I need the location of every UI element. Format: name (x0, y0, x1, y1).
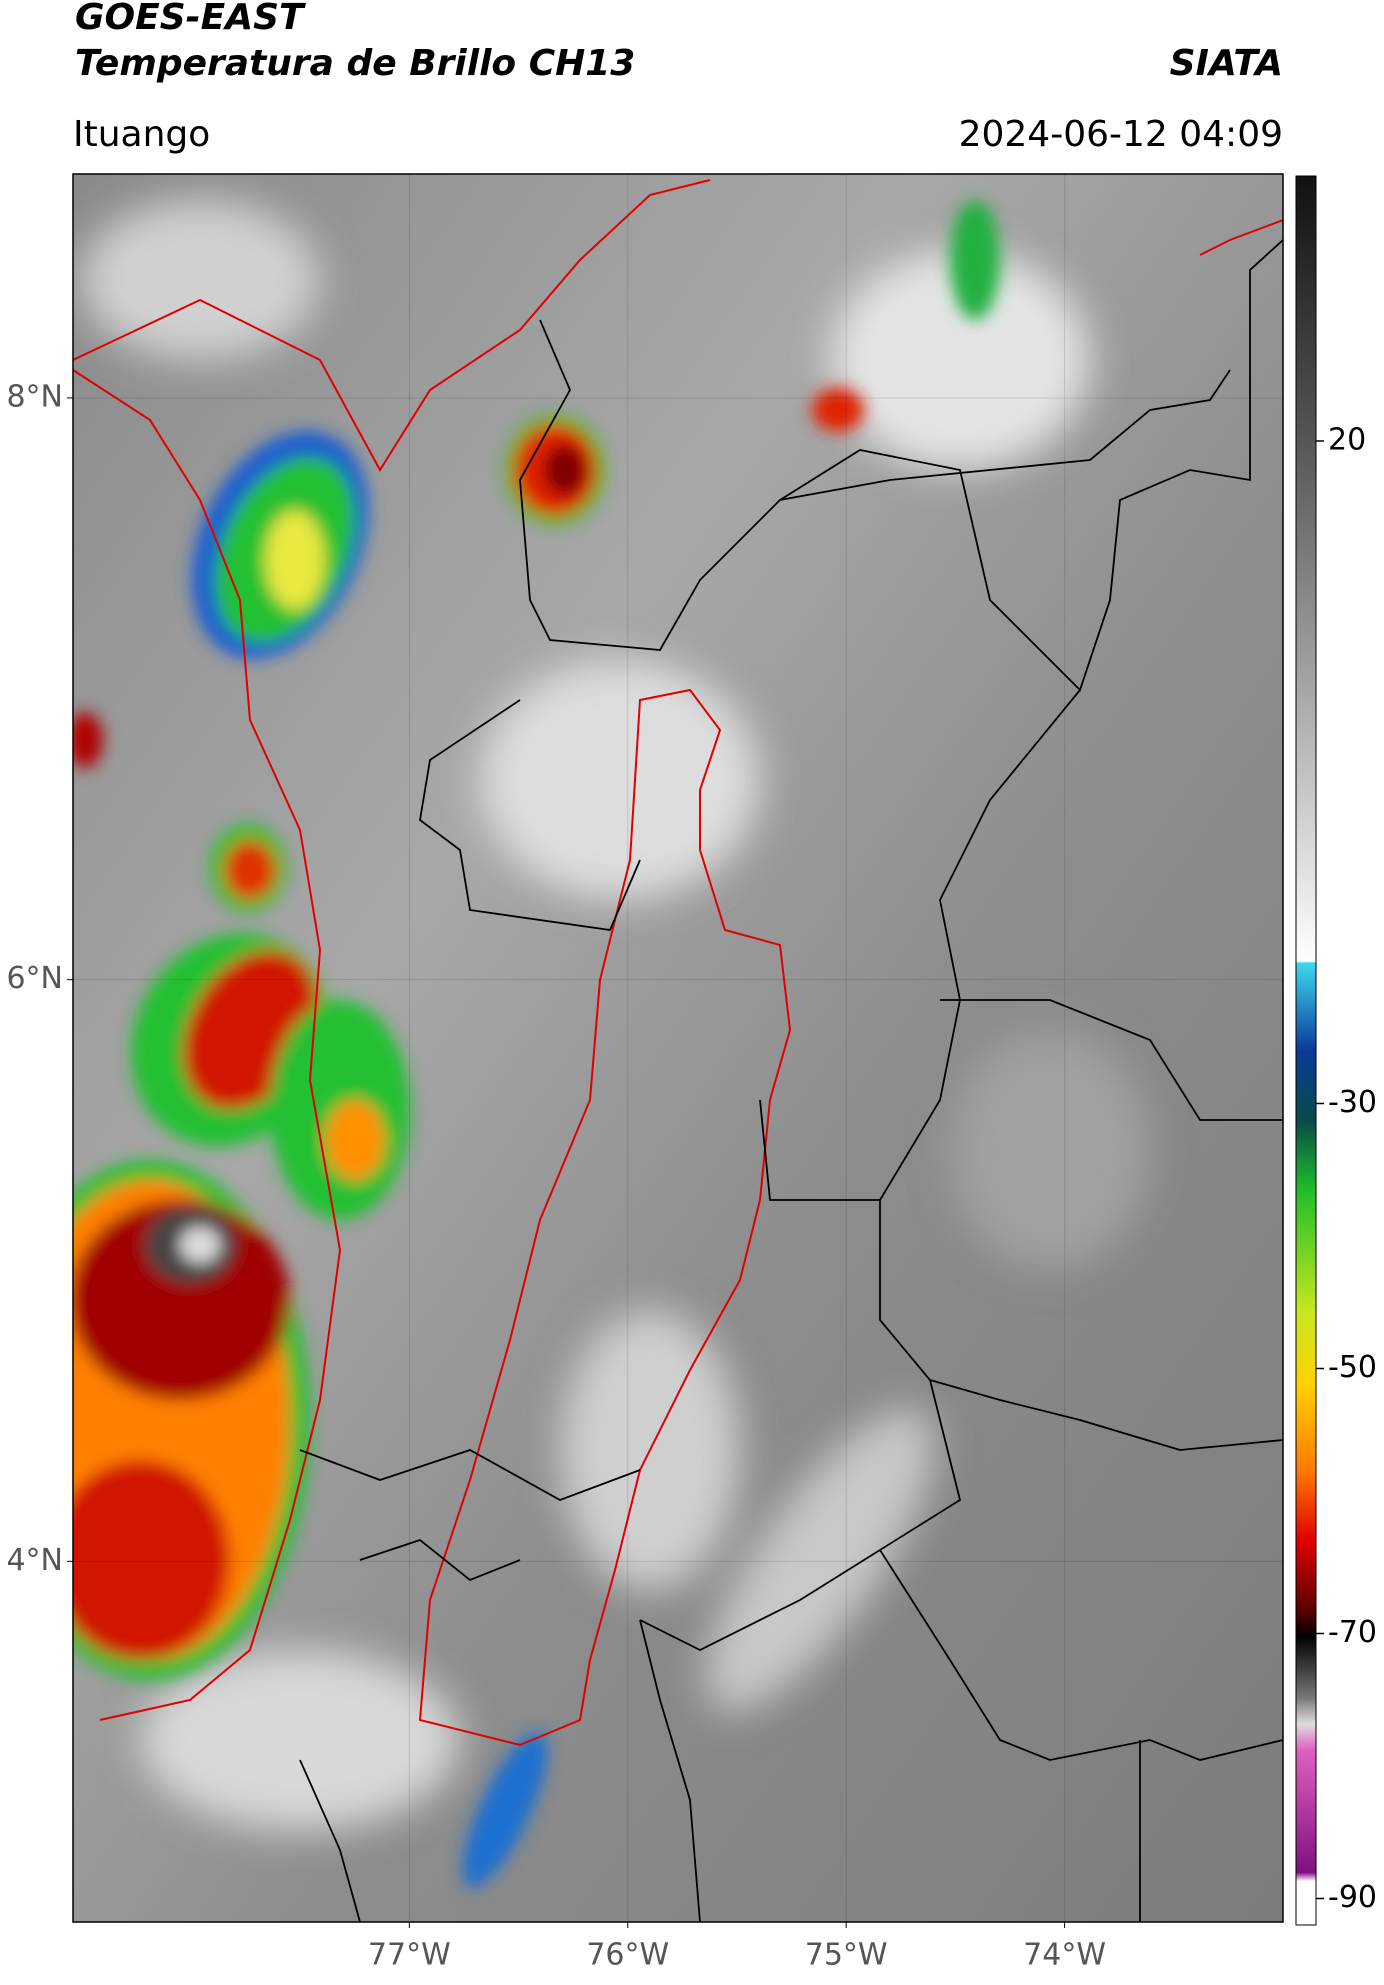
datetime: 2024-06-12 04:09 (959, 114, 1283, 155)
lat-tick-label: 8°N (6, 379, 63, 414)
clouds (80, 200, 1150, 1830)
location: Ituango (73, 114, 210, 155)
lon-tick-label: 75°W (805, 1938, 888, 1973)
lat-tick-label: 4°N (6, 1543, 63, 1578)
lon-tick-label: 76°W (586, 1938, 669, 1973)
lon-tick-label: 77°W (368, 1938, 451, 1973)
colorbar-tick-label: -50 (1328, 1350, 1377, 1385)
colorbar-tick-label: -70 (1328, 1615, 1377, 1650)
country-borders (299, 239, 1283, 1922)
source: SIATA (1170, 43, 1283, 84)
subtitle: Temperatura de Brillo CH13 (75, 43, 635, 84)
region-borders (73, 179, 1283, 1747)
title: GOES-EAST (75, 0, 306, 38)
storms (73, 200, 1000, 1888)
map-frame (72, 173, 1284, 1923)
colorbar (1295, 175, 1317, 1926)
map-image (73, 174, 1283, 1922)
colorbar-tick-label: 20 (1328, 423, 1366, 458)
colorbar-tick-label: -90 (1328, 1880, 1377, 1915)
lat-tick-label: 6°N (6, 961, 63, 996)
colorbar-tick-label: -30 (1328, 1085, 1377, 1120)
lon-tick-label: 74°W (1023, 1938, 1106, 1973)
